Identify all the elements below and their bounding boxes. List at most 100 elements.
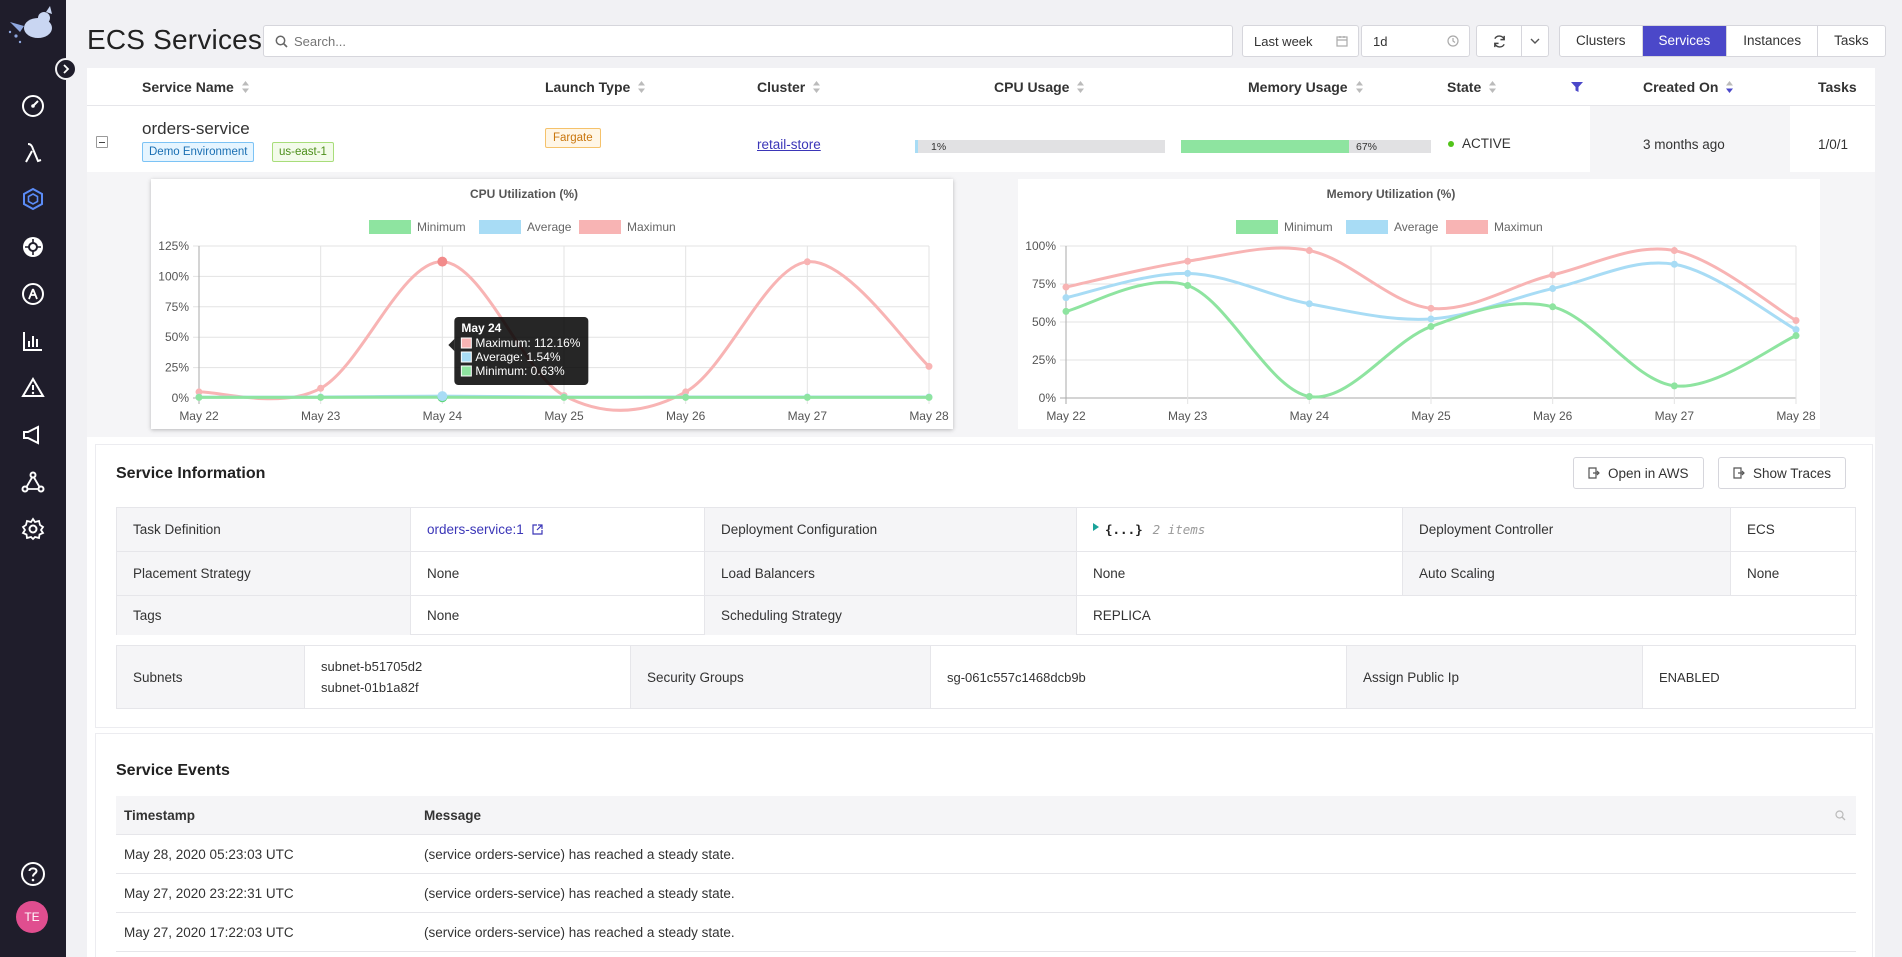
hexagon-icon (23, 187, 43, 211)
data-point (1549, 303, 1557, 311)
sort-icon (813, 81, 821, 93)
tab-services[interactable]: Services (1642, 26, 1728, 56)
search-box[interactable] (263, 25, 1233, 57)
column-cpu-usage[interactable]: CPU Usage (994, 79, 1085, 95)
bar-chart-icon (23, 332, 42, 351)
sidebar-item-alerts[interactable] (19, 374, 47, 402)
legend-label: Minimum (1284, 220, 1333, 234)
memory-chart-svg: Memory Utilization (%) Minimum Average Maxi… (1025, 187, 1816, 423)
environment-tag: Demo Environment (142, 142, 255, 162)
interval-select[interactable]: 1d (1361, 25, 1470, 57)
user-avatar[interactable]: TE (16, 901, 48, 933)
y-tick-label: 25% (1032, 353, 1056, 367)
table-row[interactable]: May 27, 2020 23:22:31 UTC (service order… (116, 874, 1856, 913)
tooltip-line: Average: 1.54% (475, 350, 561, 364)
help-icon (21, 862, 45, 886)
tooltip-box (454, 317, 589, 385)
tooltip-swatch (460, 337, 472, 349)
data-point (1305, 300, 1313, 308)
sort-icon (1489, 81, 1497, 93)
scheduling-strategy-value: REPLICA (1093, 608, 1151, 623)
sidebar-item-metrics[interactable] (19, 327, 47, 355)
table-row[interactable]: orders-service Demo Environment us-east-… (87, 106, 1875, 172)
events-table-header: Timestamp Message (116, 796, 1856, 835)
table-row[interactable]: May 28, 2020 05:23:03 UTC (service order… (116, 835, 1856, 874)
sort-desc-icon (1726, 81, 1734, 93)
sidebar-item-kubernetes[interactable] (19, 233, 47, 261)
assign-public-ip-value: ENABLED (1659, 669, 1720, 685)
filter-icon[interactable] (1571, 81, 1583, 93)
tooltip-title: May 24 (461, 321, 501, 335)
warning-icon (21, 377, 45, 397)
caret-right-icon[interactable] (1093, 522, 1099, 531)
time-range-select[interactable]: Last week (1242, 25, 1359, 57)
refresh-options-button[interactable] (1521, 25, 1549, 57)
json-item-count: 2 items (1152, 522, 1206, 537)
sidebar-item-lambda[interactable] (19, 139, 47, 167)
subnets-cell: subnet-b51705d2 subnet-01b1a82f (305, 646, 631, 708)
data-point (317, 384, 325, 392)
table-row[interactable]: May 27, 2020 17:22:03 UTC (service order… (116, 913, 1856, 952)
column-memory-usage[interactable]: Memory Usage (1248, 79, 1363, 95)
service-information-card: Service Information Open in AWS Show Tra… (95, 444, 1873, 728)
highlighted-point (437, 391, 448, 402)
column-created-on[interactable]: Created On (1643, 79, 1734, 95)
collapse-row-button[interactable] (96, 136, 108, 148)
chevron-right-icon (63, 64, 70, 74)
tags-value: None (411, 596, 705, 635)
service-name[interactable]: orders-service (142, 119, 250, 138)
status-badge: ACTIVE (1448, 136, 1511, 151)
tab-clusters[interactable]: Clusters (1560, 26, 1643, 56)
time-range-value: Last week (1254, 34, 1313, 49)
data-point (1062, 294, 1070, 302)
auto-scaling-label: Auto Scaling (1403, 552, 1731, 596)
sidebar-item-ecs[interactable] (19, 185, 47, 213)
sidebar-item-dashboard[interactable] (19, 92, 47, 120)
column-state[interactable]: State (1447, 79, 1497, 95)
deployment-configuration-cell[interactable]: {...} 2 items (1077, 508, 1403, 552)
x-tick-label: May 22 (1046, 409, 1086, 423)
gear-icon (21, 517, 45, 541)
sidebar-item-appsync[interactable] (19, 280, 47, 308)
external-link-icon[interactable] (532, 524, 543, 535)
deployment-configuration-label: Deployment Configuration (705, 508, 1077, 552)
sidebar-collapse-button[interactable] (55, 58, 77, 80)
memory-usage-bar: 67% (1181, 140, 1431, 153)
sidebar-item-help[interactable] (19, 860, 47, 888)
service-info-grid: Task Definition orders-service:1 Deploym… (116, 507, 1857, 635)
launch-type-badge: Fargate (545, 128, 601, 148)
x-tick-label: May 28 (909, 409, 949, 423)
column-service-name[interactable]: Service Name (142, 79, 249, 95)
cluster-link[interactable]: retail-store (757, 137, 821, 152)
service-information-title: Service Information (116, 465, 266, 482)
column-cluster[interactable]: Cluster (757, 79, 821, 95)
data-point (1184, 282, 1192, 290)
tags-label: Tags (117, 596, 411, 635)
column-message: Message (424, 808, 482, 823)
tab-tasks[interactable]: Tasks (1834, 33, 1869, 48)
legend-swatch (479, 220, 521, 234)
sidebar-item-integrations[interactable] (19, 468, 47, 496)
sidebar-item-settings[interactable] (19, 515, 47, 543)
task-definition-link[interactable]: orders-service:1 (427, 522, 524, 537)
event-timestamp: May 27, 2020 23:22:31 UTC (124, 886, 294, 901)
data-point (560, 393, 568, 401)
column-launch-type[interactable]: Launch Type (545, 79, 646, 95)
search-icon (275, 35, 288, 48)
open-in-aws-button[interactable]: Open in AWS (1573, 457, 1704, 489)
search-icon[interactable] (1835, 810, 1846, 821)
refresh-button[interactable] (1476, 25, 1522, 57)
sidebar-item-announcements[interactable] (19, 421, 47, 449)
cpu-utilization-chart[interactable]: CPU Utilization (%) Minimum Average Maximun… (151, 179, 953, 429)
event-timestamp: May 28, 2020 05:23:03 UTC (124, 847, 294, 862)
search-input[interactable] (264, 26, 1232, 56)
services-panel: Service Name Launch Type Cluster CPU Usa… (87, 68, 1875, 957)
dashbird-logo[interactable] (6, 6, 58, 46)
data-point (1427, 315, 1435, 323)
tasks-value: 1/0/1 (1818, 137, 1849, 152)
tab-instances[interactable]: Instances (1727, 26, 1819, 56)
memory-utilization-chart[interactable]: Memory Utilization (%) Minimum Average Maxi… (1018, 179, 1820, 429)
show-traces-button[interactable]: Show Traces (1718, 457, 1847, 489)
clock-icon (1447, 35, 1459, 47)
